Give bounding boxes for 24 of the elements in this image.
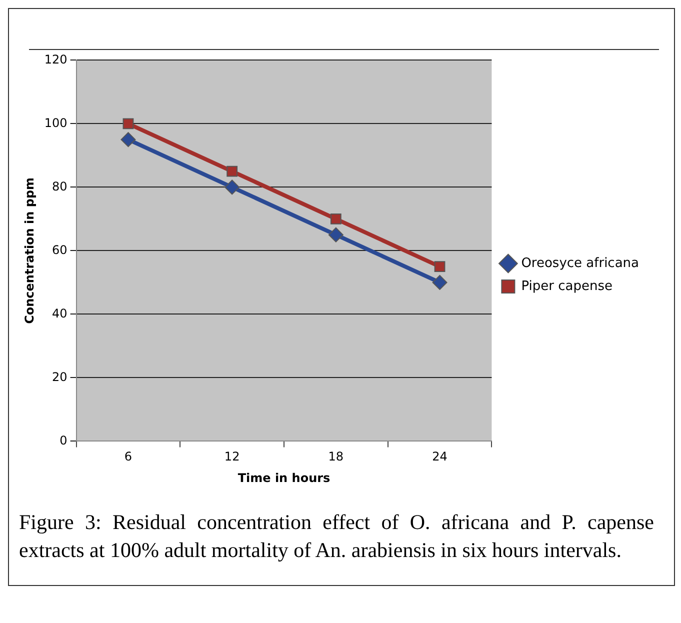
caption: Figure 3: Residual concentration effect of O. africana and P. capense extracts at 100% adult mortality of An. arabiensis in six hours intervals. — [19, 509, 655, 564]
y-tick-label: 40 — [52, 306, 68, 320]
y-tick-label: 60 — [52, 242, 68, 257]
y-tick-label: 0 — [60, 433, 68, 448]
x-tick-label: 12 — [224, 450, 240, 464]
legend-label: Oreosyce africana — [521, 256, 640, 271]
y-tick-label: 80 — [52, 179, 68, 194]
point — [330, 214, 342, 224]
y-axis-title: Concentration in ppm — [22, 177, 36, 324]
legend-label: Piper capense — [521, 278, 612, 294]
x-tick-label: 24 — [432, 450, 448, 464]
point — [432, 274, 448, 290]
x-axis-title: Time in hours — [238, 470, 330, 485]
y-tick-label: 100 — [44, 116, 68, 130]
point — [122, 118, 134, 130]
point — [226, 166, 238, 177]
y-tick-label: 20 — [52, 370, 68, 384]
point — [224, 180, 240, 195]
point — [434, 261, 446, 272]
x-tick-label: 18 — [328, 450, 344, 464]
point — [328, 227, 344, 242]
point — [120, 132, 136, 148]
y-tick-label: 120 — [44, 52, 68, 66]
x-tick-label: 6 — [124, 450, 132, 464]
